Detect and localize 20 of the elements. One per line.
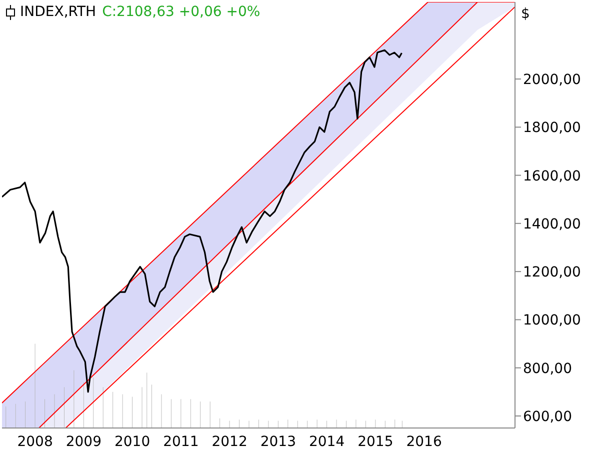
x-tick-label: 2013 (260, 434, 296, 450)
y-tick-label: 1000,00 (523, 312, 581, 329)
x-tick-label: 2009 (66, 434, 102, 450)
y-tick-label: 1400,00 (523, 216, 581, 232)
y-tick-label: 600,00 (523, 408, 572, 425)
x-tick-label: 2008 (17, 434, 53, 450)
y-tick-label: 800,00 (523, 360, 572, 377)
x-tick-label: 2011 (163, 434, 199, 450)
y-tick-label: 1600,00 (523, 168, 581, 184)
y-tick-label: 2000,00 (523, 72, 581, 88)
y-tick-label: 1200,00 (523, 264, 581, 281)
x-tick-label: 2012 (212, 434, 248, 450)
chart-title: INDEX,RTH (20, 4, 96, 20)
y-tick-label: 1800,00 (523, 120, 581, 136)
y-axis-title: $ (521, 6, 530, 22)
x-tick-label: 2015 (358, 434, 394, 450)
x-tick-label: 2010 (114, 434, 150, 450)
x-tick-label: 2016 (406, 434, 442, 450)
x-tick-label: 2014 (309, 434, 345, 450)
chart-subtitle: C:2108,63 +0,06 +0% (102, 4, 260, 20)
